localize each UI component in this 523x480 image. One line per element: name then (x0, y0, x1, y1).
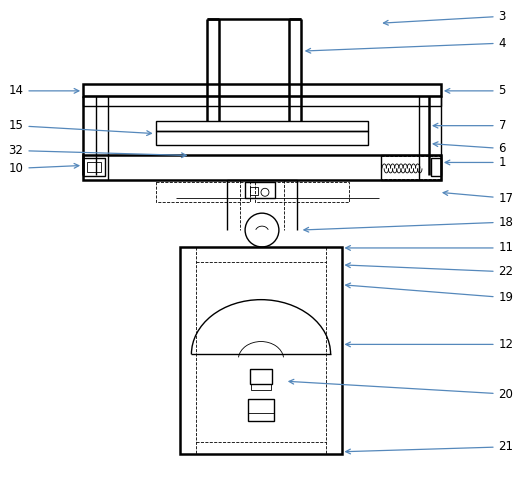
Text: 20: 20 (289, 379, 514, 401)
Bar (248, 399, 274, 421)
Text: 32: 32 (8, 144, 186, 157)
Text: 12: 12 (346, 338, 514, 351)
Text: 1: 1 (445, 156, 506, 169)
Text: 19: 19 (346, 283, 514, 304)
Text: 14: 14 (8, 84, 79, 97)
Text: 17: 17 (443, 191, 514, 205)
Bar (87, 162, 101, 172)
Text: 7: 7 (433, 119, 506, 132)
Bar (250, 369, 272, 384)
Bar (83, 84, 441, 96)
Text: 21: 21 (346, 440, 514, 454)
Bar (83, 96, 441, 106)
Text: 6: 6 (433, 142, 506, 155)
Bar (381, 156, 441, 180)
Bar (431, 158, 441, 176)
Bar (245, 182, 275, 198)
Bar (251, 384, 271, 390)
Bar (381, 156, 441, 180)
Bar (180, 247, 342, 454)
Bar (156, 182, 250, 202)
Bar (156, 120, 368, 131)
Text: 4: 4 (306, 36, 506, 53)
Bar (83, 158, 105, 176)
Text: 3: 3 (383, 10, 506, 25)
Text: 15: 15 (8, 119, 152, 135)
Bar (83, 156, 441, 180)
Text: 22: 22 (346, 263, 514, 278)
Text: 18: 18 (304, 216, 514, 232)
Text: 5: 5 (445, 84, 506, 97)
Bar (255, 182, 349, 202)
Bar (156, 131, 368, 144)
Text: 11: 11 (346, 241, 514, 254)
Bar (250, 187, 258, 195)
Text: 10: 10 (8, 162, 79, 175)
